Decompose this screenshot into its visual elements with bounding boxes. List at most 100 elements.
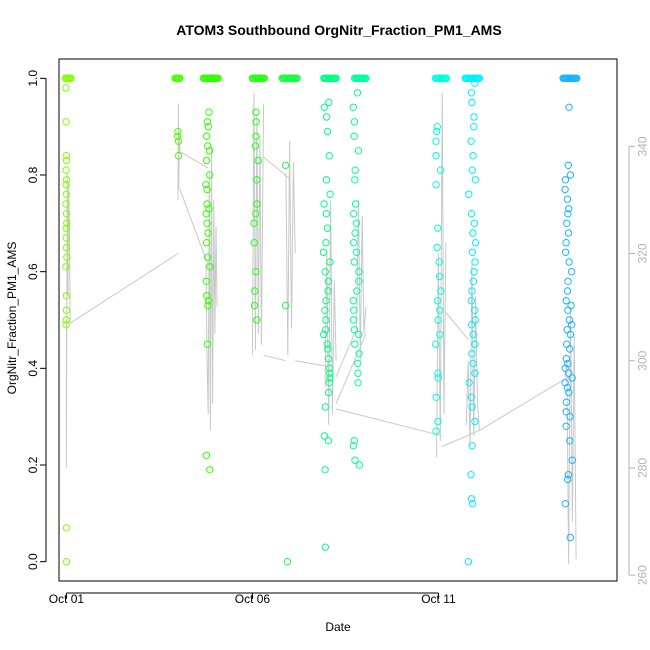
scatter-point <box>322 326 330 334</box>
scatter-point <box>205 108 213 116</box>
altitude-line <box>442 429 480 447</box>
scatter-point <box>293 74 301 83</box>
scatter-point <box>62 152 71 160</box>
scatter-point <box>469 152 477 160</box>
altitude-line <box>179 151 209 169</box>
scatter-point <box>565 205 573 213</box>
scatter-point <box>471 306 479 314</box>
y-tick-label: 0.0 <box>26 553 40 570</box>
x-tick-label: Oct 01 <box>49 592 85 606</box>
y2-tick-label: 320 <box>635 243 649 263</box>
scatter-point <box>353 287 361 295</box>
scatter-point <box>467 495 476 503</box>
scatter-series <box>61 74 581 566</box>
scatter-point <box>355 277 363 285</box>
scatter-point <box>322 113 331 121</box>
scatter-point <box>351 340 359 348</box>
scatter-point <box>205 147 214 155</box>
scatter-point <box>324 355 333 363</box>
scatter-point <box>203 340 212 348</box>
scatter-point <box>469 229 477 237</box>
scatter-point <box>252 118 260 126</box>
scatter-point <box>62 224 70 232</box>
scatter-point <box>62 558 71 566</box>
scatter-point <box>471 340 479 348</box>
y2-tick-label: 300 <box>635 350 649 370</box>
y-tick-label: 0.2 <box>26 456 40 473</box>
altitude-line <box>335 328 358 377</box>
scatter-point <box>566 171 575 179</box>
scatter-point <box>471 258 479 266</box>
scatter-point <box>434 374 442 382</box>
scatter-point <box>206 171 214 179</box>
scatter-point <box>326 190 334 199</box>
scatter-point <box>568 374 576 382</box>
scatter-point <box>564 359 572 368</box>
scatter-point <box>203 219 211 228</box>
scatter-point <box>62 234 71 242</box>
plot-area <box>58 58 618 582</box>
scatter-point <box>62 166 70 174</box>
scatter-point <box>354 369 362 377</box>
altitude-line <box>285 140 296 356</box>
scatter-point <box>475 74 484 83</box>
scatter-point <box>470 219 479 228</box>
scatter-point <box>471 369 479 377</box>
scatter-point <box>281 161 290 170</box>
scatter-point <box>362 74 370 83</box>
scatter-point <box>471 417 479 426</box>
altitude-line <box>69 253 179 324</box>
scatter-point <box>324 277 333 285</box>
scatter-point <box>325 379 333 387</box>
scatter-point <box>467 137 475 145</box>
altitude-line <box>263 354 287 362</box>
scatter-point <box>174 152 183 160</box>
scatter-point <box>174 127 182 136</box>
scatter-point <box>324 287 332 295</box>
scatter-point <box>250 219 258 228</box>
scatter-point <box>467 393 475 401</box>
scatter-point <box>436 272 444 281</box>
scatter-point <box>562 239 570 247</box>
scatter-point <box>565 316 574 324</box>
scatter-point <box>432 181 440 189</box>
scatter-point <box>320 432 329 440</box>
scatter-point <box>260 74 268 83</box>
altitude-line <box>335 408 443 437</box>
scatter-point <box>252 132 260 141</box>
scatter-point <box>323 127 332 136</box>
scatter-point <box>562 422 570 430</box>
scatter-point <box>324 388 333 397</box>
scatter-point <box>564 277 572 285</box>
scatter-point <box>250 239 259 247</box>
scatter-point <box>354 147 363 155</box>
scatter-point <box>204 301 212 310</box>
altitude-line <box>335 333 367 404</box>
y-tick-label: 1.0 <box>26 70 40 87</box>
scatter-point <box>564 471 573 479</box>
scatter-point <box>467 210 476 218</box>
scatter-point <box>350 210 358 218</box>
scatter-point <box>351 456 359 464</box>
scatter-point <box>250 301 259 310</box>
scatter-point <box>470 123 478 131</box>
altitude-line <box>251 92 265 356</box>
scatter-point <box>567 301 575 310</box>
scatter-point <box>355 330 363 339</box>
scatter-point <box>434 316 442 324</box>
scatter-point <box>176 74 184 83</box>
scatter-point <box>464 558 473 566</box>
scatter-point <box>468 403 476 411</box>
y2-tick-label: 280 <box>635 458 649 478</box>
scatter-point <box>321 543 329 551</box>
scatter-point <box>202 156 211 165</box>
scatter-point <box>204 123 213 131</box>
x-tick-label: Oct 06 <box>235 592 271 606</box>
scatter-point <box>214 74 222 83</box>
scatter-point <box>565 388 573 397</box>
scatter-point <box>354 359 362 368</box>
scatter-point <box>573 74 581 83</box>
scatter-point <box>253 200 261 208</box>
scatter-point <box>63 219 71 228</box>
scatter-point <box>468 98 476 107</box>
